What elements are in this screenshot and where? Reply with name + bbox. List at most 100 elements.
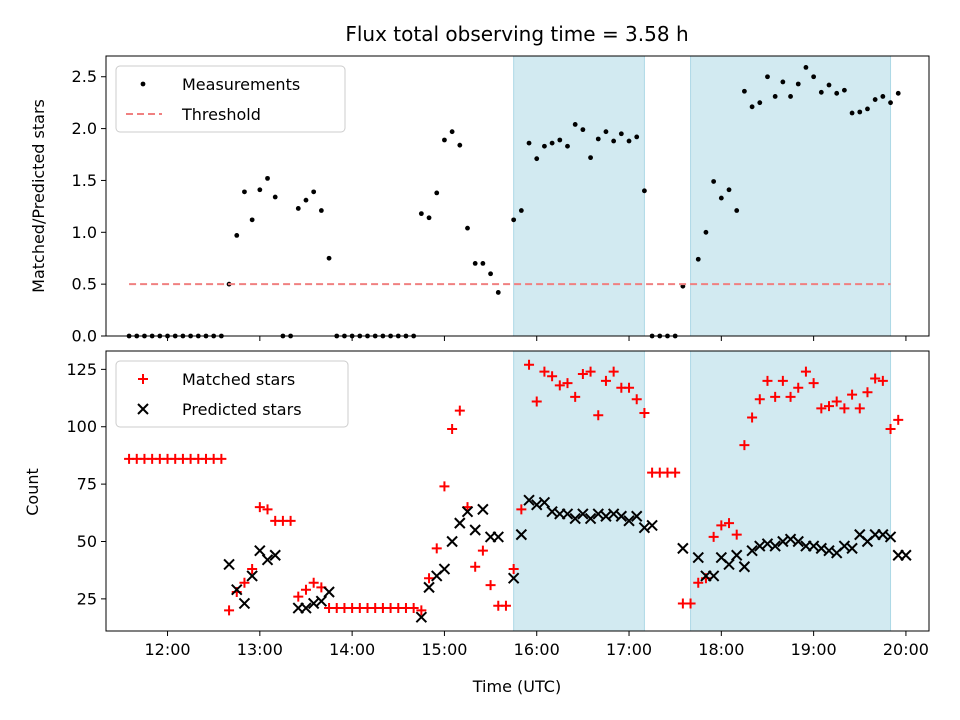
data-point [254, 544, 266, 557]
data-point [570, 391, 581, 402]
data-point [772, 94, 778, 99]
data-point [569, 512, 581, 525]
data-point [561, 508, 574, 520]
data-point [626, 138, 632, 144]
data-point [224, 605, 235, 616]
shaded-span-1 [513, 55, 645, 337]
data-point [295, 206, 301, 211]
chart-title: Flux total observing time = 3.58 h [345, 22, 688, 46]
y-tick-label: 2.0 [72, 119, 97, 138]
data-point [323, 586, 335, 598]
top-panel: Flux total observing time = 3.58 h 0.0 0.… [29, 22, 930, 346]
legend-label: Measurements [182, 75, 300, 94]
legend-box [115, 65, 346, 133]
data-point [618, 131, 624, 137]
data-point [300, 602, 312, 614]
data-point [831, 396, 842, 407]
x-tick-label: 20:00 [883, 640, 929, 659]
shaded-span-2 [690, 55, 892, 337]
data-point [793, 382, 804, 393]
data-point [434, 190, 440, 196]
top-x-ticks [167, 336, 907, 341]
data-point [639, 407, 650, 418]
data-point [439, 481, 450, 492]
data-point [716, 520, 727, 531]
data-point [254, 502, 265, 513]
data-point [642, 188, 647, 194]
data-point [742, 88, 747, 94]
data-point [469, 524, 481, 536]
data-point [884, 531, 897, 543]
data-point [442, 137, 447, 143]
data-point [634, 134, 640, 140]
y-tick-label: 0.5 [72, 275, 97, 294]
x-tick-label: 14:00 [329, 640, 375, 659]
data-point [584, 512, 597, 525]
legend-swatch [138, 374, 148, 384]
data-point [846, 542, 858, 555]
data-point [718, 195, 724, 201]
data-point [416, 605, 427, 616]
data-point [900, 549, 912, 561]
bottom-y-ticks: 25 50 75 100 125 [66, 360, 106, 608]
data-point [572, 122, 578, 127]
top-axes-frame [105, 55, 930, 337]
data-point [426, 215, 432, 221]
data-point [547, 371, 558, 382]
data-point [447, 424, 458, 435]
data-point [595, 136, 601, 142]
y-tick-label: 25 [77, 589, 97, 608]
x-tick-label: 15:00 [421, 640, 467, 659]
data-point [731, 529, 742, 540]
data-point [311, 189, 317, 195]
y-tick-label: 0.0 [72, 327, 97, 346]
data-point [739, 440, 750, 451]
data-point [677, 542, 689, 555]
bottom-legend: Matched stars Predicted stars [115, 360, 349, 428]
data-point [524, 359, 535, 370]
bottom-x-axis-label: Time (UTC) [472, 677, 561, 696]
data-point [726, 187, 732, 193]
data-point [862, 387, 873, 398]
data-point [711, 179, 717, 184]
y-tick-label: 125 [66, 360, 97, 379]
data-point [523, 494, 535, 506]
data-point [293, 591, 304, 602]
data-point [246, 570, 258, 582]
data-point [262, 504, 273, 515]
data-point [446, 535, 458, 548]
series-matched-stars [124, 359, 904, 616]
data-point [424, 573, 435, 584]
data-point [265, 175, 270, 181]
data-point [770, 391, 781, 402]
data-point [738, 561, 751, 573]
data-point [834, 90, 840, 96]
data-point [885, 424, 896, 435]
y-tick-label: 50 [77, 532, 97, 551]
x-tick-label: 17:00 [606, 640, 652, 659]
data-point [692, 551, 704, 564]
bottom-shaded-spans [513, 350, 892, 632]
data-point [308, 577, 319, 588]
data-point [818, 89, 824, 95]
data-point [318, 208, 324, 213]
data-point [461, 505, 474, 518]
data-point [588, 155, 593, 161]
data-point [693, 577, 704, 588]
data-point [769, 540, 781, 552]
data-point [811, 74, 817, 80]
data-point [757, 100, 763, 106]
data-point [223, 558, 235, 571]
data-point [608, 366, 619, 377]
data-point [707, 570, 720, 582]
data-point [470, 561, 481, 572]
data-point [788, 94, 793, 99]
data-point [762, 375, 773, 386]
data-point [438, 563, 451, 575]
data-point [600, 375, 611, 386]
data-point [792, 535, 804, 548]
legend-label: Threshold [181, 105, 261, 124]
data-point [754, 394, 765, 405]
data-point [242, 189, 247, 195]
data-point [808, 378, 819, 389]
